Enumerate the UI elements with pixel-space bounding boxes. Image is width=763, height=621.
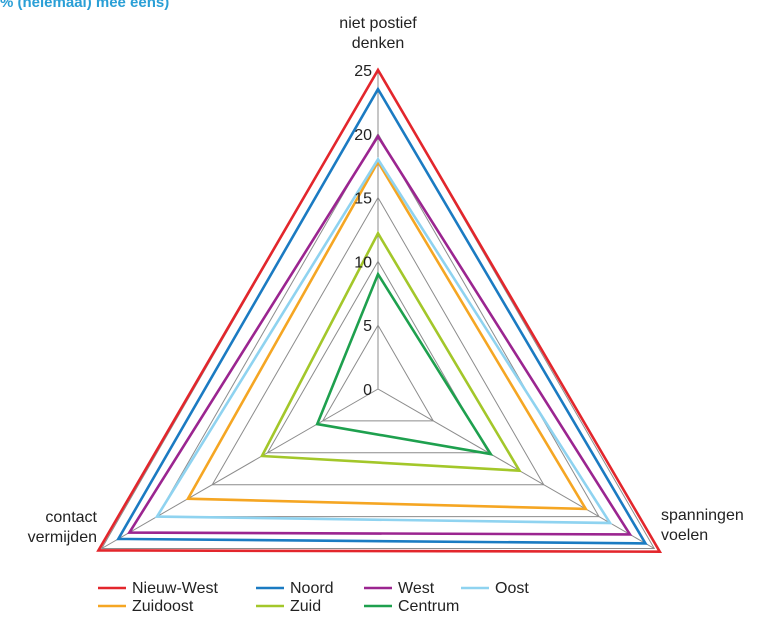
legend-item: West bbox=[364, 580, 435, 597]
legend-label: Nieuw-West bbox=[132, 580, 219, 597]
axis-labels: niet postief denken spanningen voelen contac… bbox=[28, 15, 744, 546]
axis-spoke-2 bbox=[101, 388, 379, 549]
legend-item: Centrum bbox=[364, 598, 459, 615]
series-oost bbox=[154, 156, 613, 525]
tick-label: 20 bbox=[354, 127, 372, 144]
legend-item: Nieuw-West bbox=[98, 580, 219, 597]
tick-label: 5 bbox=[363, 318, 372, 335]
legend-item: Zuid bbox=[256, 598, 321, 615]
grid bbox=[100, 68, 656, 549]
legend-label: Centrum bbox=[398, 598, 459, 615]
tick-label: 15 bbox=[354, 191, 372, 208]
legend-label: Zuid bbox=[290, 598, 321, 615]
axis-label-2: contact vermijden bbox=[28, 509, 98, 546]
tick-label: 0 bbox=[363, 382, 372, 399]
series-centrum bbox=[315, 271, 494, 456]
tick-label: 10 bbox=[354, 254, 372, 271]
series-zuidoost bbox=[185, 159, 589, 511]
tick-label: 25 bbox=[354, 63, 372, 80]
series-nieuw-west bbox=[96, 67, 663, 553]
legend-label: Zuidoost bbox=[132, 598, 194, 615]
legend-item: Oost bbox=[461, 580, 529, 597]
grid-ring-5 bbox=[321, 324, 435, 422]
legend-label: Noord bbox=[290, 580, 334, 597]
legend-label: Oost bbox=[495, 580, 529, 597]
series-zuid bbox=[259, 230, 522, 473]
legend: Nieuw-West Noord West Oost Zuidoost Zuid Centr… bbox=[98, 580, 529, 615]
tick-labels: 0 5 10 15 20 25 bbox=[354, 63, 372, 399]
axis-label-1: spanningen voelen bbox=[661, 507, 744, 544]
series-lines bbox=[96, 67, 663, 553]
axis-spoke-1 bbox=[377, 388, 655, 549]
legend-label: West bbox=[398, 580, 435, 597]
grid-ring-10 bbox=[266, 260, 490, 454]
series-west bbox=[127, 133, 633, 536]
legend-item: Noord bbox=[256, 580, 334, 597]
series-noord bbox=[116, 86, 648, 545]
axis-label-0: niet postief denken bbox=[339, 15, 417, 52]
chart-title: % (helemaal) mee eens) bbox=[0, 0, 170, 11]
grid-ring-15 bbox=[211, 196, 545, 486]
legend-item: Zuidoost bbox=[98, 598, 194, 615]
grid-ring-20 bbox=[156, 132, 600, 518]
